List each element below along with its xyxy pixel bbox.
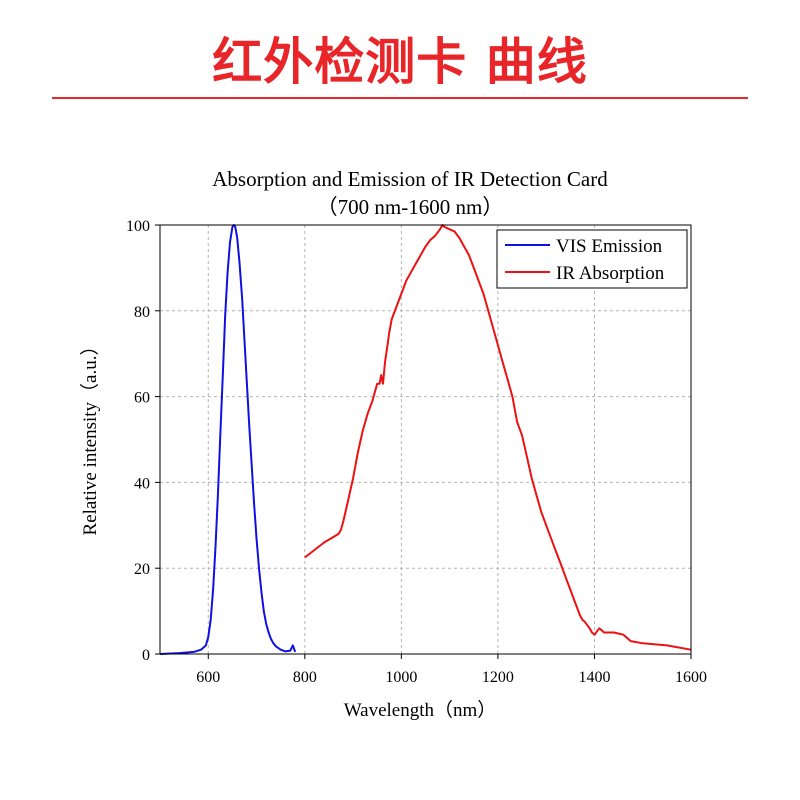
series-line-vis-emission (159, 224, 297, 655)
y-tick-label: 100 (126, 218, 150, 235)
title-underline (52, 97, 748, 99)
y-tick-label: 40 (134, 475, 150, 492)
axis-ticks: 600 800 1000 1200 1400 1600 0 20 40 60 80 100 (126, 218, 707, 686)
series-lines (159, 224, 692, 655)
page-title: 红外检测卡 曲线 (212, 33, 588, 91)
x-tick-label: 800 (293, 669, 317, 686)
y-axis-label: Relative intensity（a.u.） (79, 337, 101, 536)
y-tick-label: 80 (134, 304, 150, 321)
chart-title: Absorption and Emission of IR Detection … (212, 167, 608, 191)
y-tick-label: 60 (134, 390, 150, 407)
legend-box (496, 229, 688, 289)
grid-lines (160, 225, 691, 654)
x-tick-label: 1000 (385, 669, 417, 686)
x-axis-label: Wavelength（nm） (344, 699, 497, 721)
y-tick-label: 0 (142, 647, 150, 664)
plot-frame (159, 224, 692, 655)
x-tick-label: 1200 (482, 669, 514, 686)
legend: VIS Emission IR Absorption (496, 229, 688, 289)
y-tick-label: 20 (134, 561, 150, 578)
legend-label-vis-emission: VIS Emission (556, 236, 663, 257)
chart-subtitle: （700 nm-1600 nm） (317, 195, 504, 219)
series-line-ir-absorption (304, 224, 692, 651)
x-tick-label: 1600 (675, 669, 707, 686)
x-tick-label: 1400 (578, 669, 610, 686)
x-tick-label: 600 (196, 669, 220, 686)
legend-label-ir-absorption: IR Absorption (556, 263, 665, 284)
